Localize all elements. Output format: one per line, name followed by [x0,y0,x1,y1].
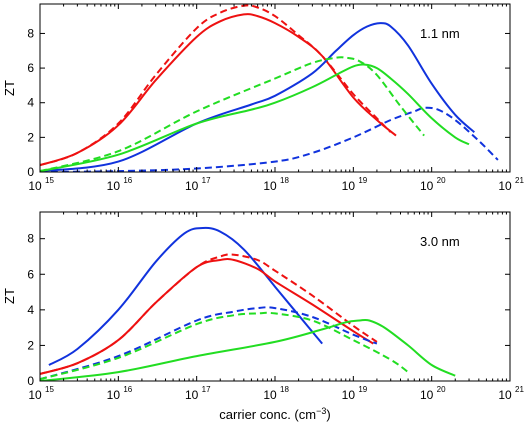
series-line-5 [40,56,425,172]
x-tick-exponent: 16 [123,385,132,394]
x-tick-label: 10 [342,179,356,193]
series-line-4 [40,63,470,172]
y-tick-label: 0 [27,165,34,179]
panel-annotation: 1.1 nm [420,26,460,41]
x-tick-label: 10 [28,388,42,402]
series-group [40,226,456,381]
x-tick-exponent: 19 [358,176,367,185]
series-line-0 [40,13,397,167]
x-tick-label: 10 [107,388,121,402]
x-tick-exponent: 18 [280,385,289,394]
series-line-2 [40,253,378,375]
x-tick-label: 10 [263,179,277,193]
x-tick-label: 10 [185,179,199,193]
x-tick-exponent: 16 [123,176,132,185]
y-tick-label: 8 [27,26,34,40]
x-tick-exponent: 17 [202,385,211,394]
x-tick-exponent: 19 [358,385,367,394]
series-line-4 [40,311,409,381]
x-axis-label: carrier conc. (cm−3) [219,406,330,422]
x-tick-exponent: 15 [45,385,54,394]
x-tick-label: 10 [342,388,356,402]
x-tick-exponent: 17 [202,176,211,185]
x-tick-label: 10 [498,179,512,193]
y-tick-label: 8 [27,232,34,246]
series-line-5 [40,318,456,381]
series-line-2 [40,22,475,172]
x-tick-exponent: 21 [515,385,524,394]
x-tick-label: 10 [28,179,42,193]
y-tick-label: 4 [27,303,34,317]
x-tick-exponent: 20 [437,385,446,394]
y-tick-label: 6 [27,61,34,75]
panel-annotation: 3.0 nm [420,234,460,249]
y-axis-label: ZT [2,80,17,96]
x-tick-label: 10 [420,179,434,193]
series-line-3 [40,106,499,172]
y-tick-label: 6 [27,267,34,281]
x-tick-exponent: 15 [45,176,54,185]
x-tick-label: 10 [107,179,121,193]
series-group [40,4,499,172]
y-tick-label: 2 [27,130,34,144]
x-tick-label: 10 [498,388,512,402]
series-line-3 [40,306,378,381]
x-tick-exponent: 20 [437,176,446,185]
y-tick-label: 4 [27,96,34,110]
series-line-0 [48,226,323,366]
series-line-1 [40,4,392,167]
y-axis-label: ZT [2,288,17,304]
y-tick-label: 0 [27,374,34,388]
x-tick-exponent: 18 [280,176,289,185]
y-tick-label: 2 [27,338,34,352]
x-tick-label: 10 [263,388,277,402]
x-tick-label: 10 [185,388,199,402]
x-tick-exponent: 21 [515,176,524,185]
x-tick-label: 10 [420,388,434,402]
